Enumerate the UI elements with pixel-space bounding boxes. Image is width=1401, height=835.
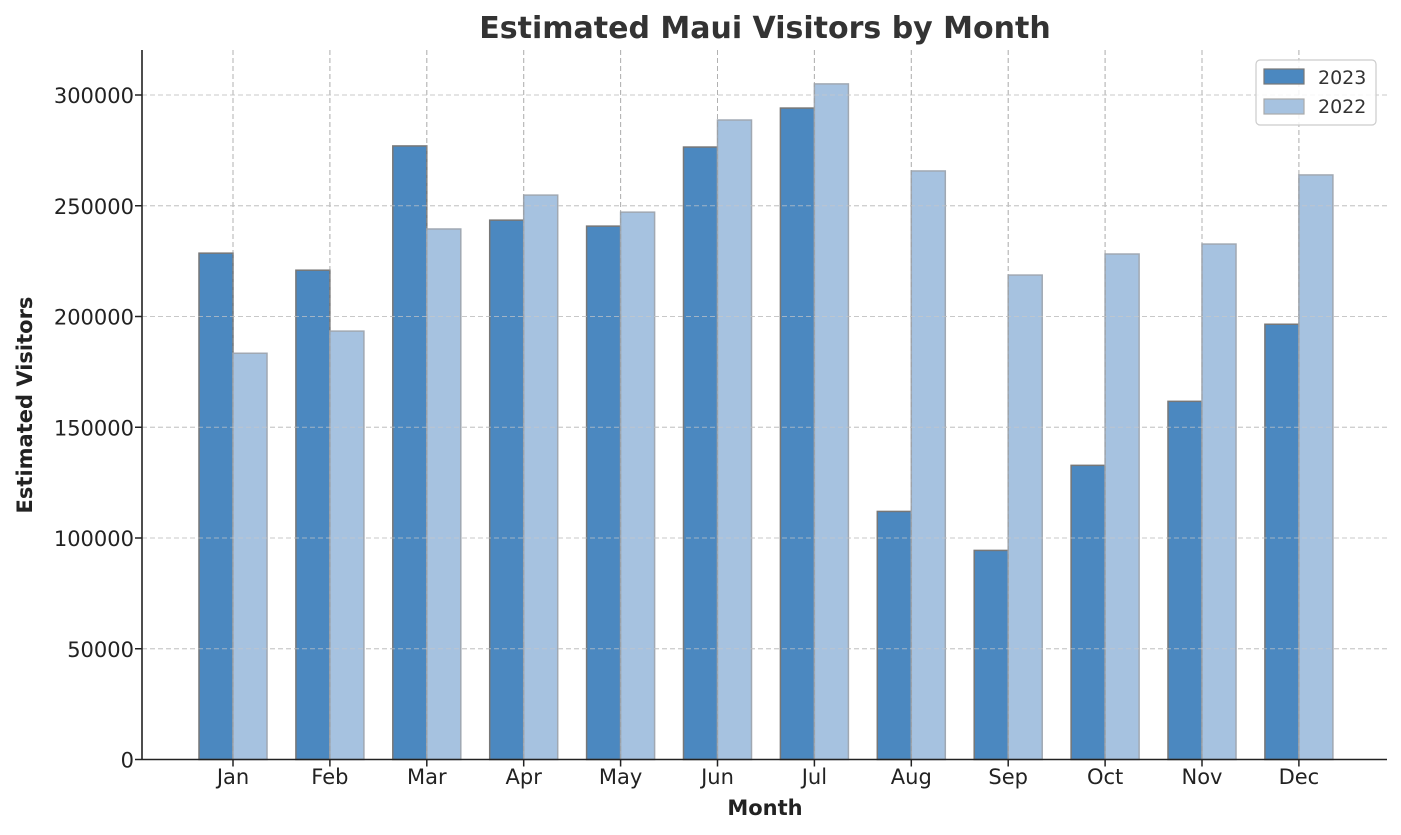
y-tick-label: 200000 [54,306,134,330]
bar-2023-may [585,225,622,761]
bar-2023-jan [198,252,234,761]
bar-2022-mar [426,228,462,761]
y-axis-label: Estimated Visitors [13,297,37,514]
x-axis-label: Month [727,796,802,820]
legend-swatch-2022 [1263,98,1305,115]
bar-2023-mar [392,145,428,761]
x-tick-label: Jun [699,765,734,789]
y-tick-label: 0 [121,749,134,773]
bar-2023-jun [682,146,719,761]
x-tick-label: Apr [506,765,543,789]
bar-2022-may [619,211,656,761]
bar-2022-feb [329,330,365,761]
bar-2022-apr [522,194,559,761]
legend-swatch-2023 [1263,68,1305,85]
x-tick-label: Jul [800,765,827,789]
bar-2023-nov [1167,400,1203,761]
bar-2022-oct [1104,253,1140,761]
bar-2023-feb [295,269,331,761]
y-tick-label: 100000 [54,527,134,551]
x-tick-label: Mar [407,765,447,789]
chart-title: Estimated Maui Visitors by Month [479,11,1050,46]
legend-label-2023: 2023 [1318,67,1366,89]
x-tick-label: Nov [1182,765,1223,789]
y-tick-label: 150000 [54,416,134,440]
x-tick-label: Oct [1087,765,1123,789]
bar-2022-nov [1201,243,1237,761]
y-tick-label: 50000 [67,638,134,662]
x-ticks: Jan Feb Mar Apr May Jun Jul Aug Sep Oct Nov Dec [215,759,1320,789]
bar-2022-aug [910,170,947,761]
bar-2022-jan [232,352,268,761]
bar-2023-apr [488,219,525,761]
axes [141,50,1387,761]
x-tick-label: Sep [988,765,1028,789]
bar-2022-sep [1007,274,1043,761]
y-tick-label: 250000 [54,195,134,219]
bar-2022-jun [716,119,753,761]
y-ticks: 0 50000 100000 150000 200000 250000 300000 [54,84,142,773]
bar-2023-jul [779,107,816,761]
bar-2023-dec [1264,323,1300,761]
x-tick-label: Feb [311,765,348,789]
x-tick-label: May [599,765,642,789]
bar-2022-dec [1298,174,1334,761]
bars [142,50,1387,761]
bar-2023-aug [876,510,913,761]
bar-2023-sep [973,549,1009,761]
y-tick-label: 300000 [54,84,134,108]
legend-label-2022: 2022 [1318,96,1366,118]
x-tick-label: Dec [1279,765,1320,789]
x-tick-label: Jan [215,765,249,789]
bar-2022-jul [813,83,850,761]
legend: 2023 2022 [1255,59,1377,126]
x-tick-label: Aug [891,765,932,789]
bar-2023-oct [1070,464,1106,761]
